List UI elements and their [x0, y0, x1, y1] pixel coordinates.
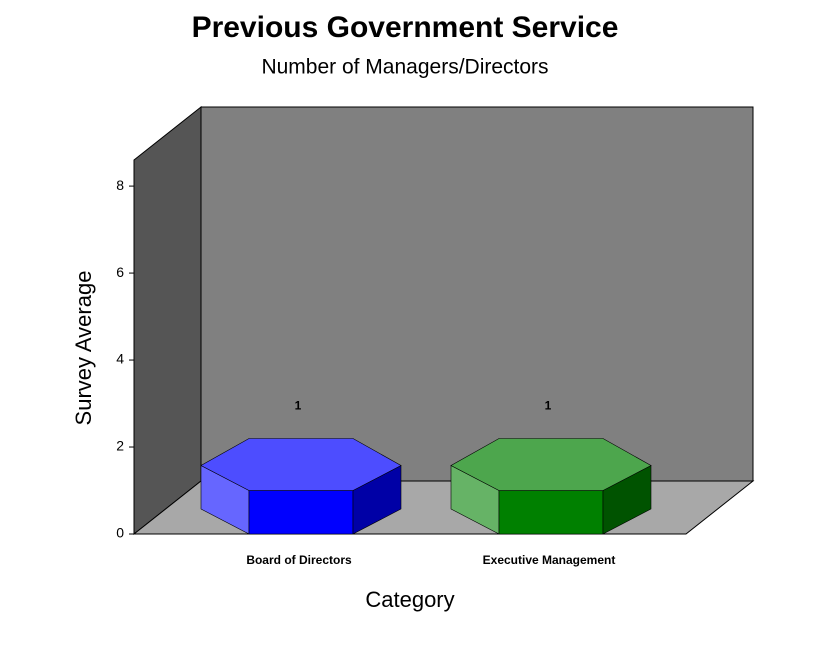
value-label: 1 [545, 399, 552, 413]
y-tick-label: 6 [116, 264, 124, 280]
x-tick-label: Executive Management [483, 553, 616, 567]
x-axis-title: Category [365, 587, 454, 612]
y-tick-label: 2 [116, 438, 124, 454]
y-tick-label: 4 [116, 351, 124, 367]
value-label: 1 [295, 399, 302, 413]
y-tick-label: 0 [116, 525, 124, 541]
y-tick-label: 8 [116, 177, 124, 193]
x-tick-label: Board of Directors [246, 553, 352, 567]
back-wall [200, 106, 754, 482]
bar-top-face [450, 438, 652, 491]
y-axis-title: Survey Average [71, 271, 96, 426]
bar-front-face [248, 490, 354, 535]
bar-front-face [498, 490, 604, 535]
chart-subtitle: Number of Managers/Directors [261, 56, 548, 79]
left-wall [133, 105, 202, 536]
bar-top-face [200, 438, 402, 491]
chart-title: Previous Government Service [192, 11, 619, 44]
